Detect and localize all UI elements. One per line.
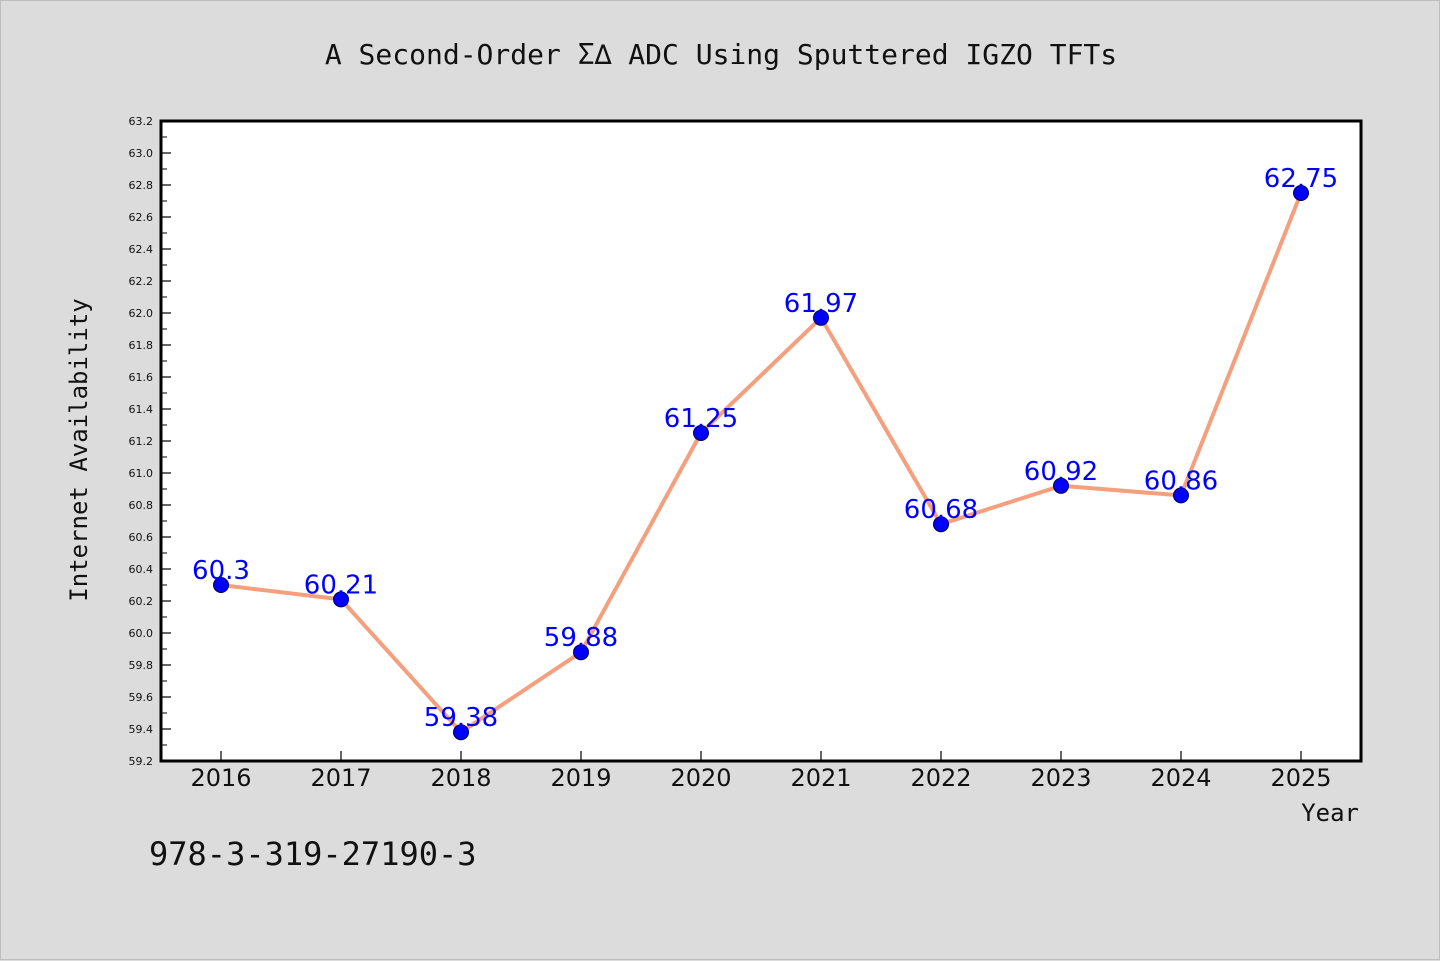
markers	[213, 185, 1309, 741]
data-label: 61.97	[784, 289, 858, 319]
x-tick-label: 2017	[310, 764, 371, 792]
y-tick-label: 61.4	[129, 403, 154, 416]
y-tick-label: 61.8	[129, 339, 154, 352]
y-tick-label: 62.6	[129, 211, 154, 224]
y-tick-label: 59.8	[129, 659, 154, 672]
x-tick-label: 2018	[430, 764, 491, 792]
data-labels: 60.3 60.21 59.38 59.88 61.25 61.97 60.68 60.92 6…	[192, 164, 1338, 733]
series-line	[219, 191, 1303, 735]
x-tick-label: 2021	[790, 764, 851, 792]
data-point	[813, 309, 829, 326]
data-label: 60.21	[304, 570, 378, 600]
y-tick-label: 60.6	[129, 531, 154, 544]
data-point	[573, 644, 589, 661]
data-label: 60.3	[192, 556, 250, 586]
y-tick-label: 63.2	[129, 115, 154, 128]
y-tick-label: 62.0	[129, 307, 154, 320]
x-axis-title: Year	[1301, 799, 1359, 827]
y-tick-label: 60.4	[129, 563, 154, 576]
y-tick-label: 60.8	[129, 499, 154, 512]
data-label: 60.92	[1024, 457, 1098, 487]
plot-area	[159, 119, 1363, 763]
y-tick-label: 60.0	[129, 627, 154, 640]
y-tick-label: 63.0	[129, 147, 154, 160]
data-label: 61.25	[664, 404, 738, 434]
data-point	[453, 724, 469, 741]
data-point	[1053, 477, 1069, 494]
y-axis: 59.2 59.4 59.6 59.8 60.0 60.2 60.4 60.6 60.8 61.0…	[129, 115, 171, 768]
data-point	[1293, 185, 1309, 201]
series	[219, 191, 1303, 735]
y-tick-label: 60.2	[129, 595, 154, 608]
y-tick-label: 59.6	[129, 691, 154, 704]
data-label: 60.68	[904, 495, 978, 525]
y-tick-label: 62.2	[129, 275, 154, 288]
x-axis: 2016 2017 2018 2019 2020 2021 2022 2023 2024 2025	[190, 751, 1332, 792]
data-label: 59.38	[424, 703, 498, 733]
data-label: 62.75	[1264, 164, 1338, 194]
x-tick-label: 2024	[1150, 764, 1211, 792]
y-tick-label: 62.8	[129, 179, 154, 192]
data-point	[333, 591, 349, 608]
data-point	[693, 425, 709, 441]
x-tick-label: 2025	[1270, 764, 1331, 792]
y-tick-label: 59.2	[129, 755, 154, 768]
y-axis-title: Internet Availability	[65, 298, 93, 601]
data-point	[213, 577, 229, 593]
y-tick-label: 61.0	[129, 467, 154, 480]
y-tick-label: 59.4	[129, 723, 154, 736]
y-tick-label: 62.4	[129, 243, 154, 256]
data-point	[933, 516, 949, 533]
data-label: 60.86	[1144, 466, 1218, 496]
footer-note: 978-3-319-27190-3	[149, 835, 477, 873]
x-tick-label: 2016	[190, 764, 251, 792]
y-tick-label: 61.6	[129, 371, 154, 384]
data-point	[1173, 487, 1189, 504]
data-label: 59.88	[544, 623, 618, 653]
y-tick-label: 61.2	[129, 435, 154, 448]
x-tick-label: 2023	[1030, 764, 1091, 792]
x-tick-label: 2019	[550, 764, 611, 792]
chart-title: A Second-Order Σ∆ ADC Using Sputtered IG…	[325, 38, 1117, 71]
x-tick-label: 2022	[910, 764, 971, 792]
x-tick-label: 2020	[670, 764, 731, 792]
